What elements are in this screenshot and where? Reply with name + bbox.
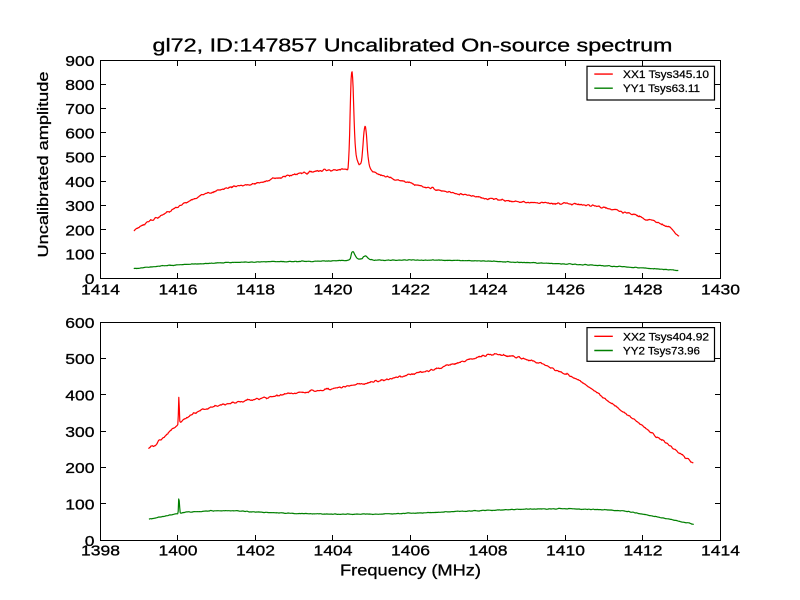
svg-text:1426: 1426: [546, 282, 585, 299]
svg-text:Uncalibrated amplitude: Uncalibrated amplitude: [35, 72, 52, 258]
svg-text:1418: 1418: [236, 282, 275, 299]
svg-text:1410: 1410: [546, 543, 585, 560]
svg-text:400: 400: [65, 388, 94, 405]
svg-text:500: 500: [65, 150, 94, 167]
svg-text:500: 500: [65, 351, 94, 368]
svg-text:1402: 1402: [236, 543, 275, 560]
svg-text:0: 0: [85, 533, 95, 550]
svg-text:1406: 1406: [391, 543, 430, 560]
svg-text:1422: 1422: [391, 282, 430, 299]
svg-text:YY2 Tsys73.96: YY2 Tsys73.96: [623, 346, 700, 358]
svg-text:1414: 1414: [701, 543, 740, 560]
svg-text:600: 600: [65, 315, 94, 332]
svg-text:YY1 Tsys63.11: YY1 Tsys63.11: [623, 83, 700, 95]
svg-text:200: 200: [65, 460, 94, 477]
svg-text:1424: 1424: [469, 282, 508, 299]
svg-text:Frequency (MHz): Frequency (MHz): [340, 563, 481, 580]
svg-text:1414: 1414: [81, 282, 120, 299]
svg-text:400: 400: [65, 174, 94, 191]
svg-text:900: 900: [65, 53, 94, 70]
svg-text:200: 200: [65, 222, 94, 239]
svg-text:300: 300: [65, 424, 94, 441]
svg-text:XX1 Tsys345.10: XX1 Tsys345.10: [623, 69, 709, 81]
svg-text:700: 700: [65, 101, 94, 118]
svg-text:1408: 1408: [469, 543, 508, 560]
svg-text:0: 0: [85, 271, 95, 288]
svg-text:100: 100: [65, 497, 94, 514]
svg-text:1428: 1428: [624, 282, 663, 299]
svg-text:1420: 1420: [314, 282, 353, 299]
svg-text:800: 800: [65, 77, 94, 94]
svg-text:1404: 1404: [314, 543, 353, 560]
svg-text:1400: 1400: [159, 543, 198, 560]
svg-text:100: 100: [65, 247, 94, 264]
svg-text:gl72, ID:147857 Uncalibrated O: gl72, ID:147857 Uncalibrated On-source s…: [153, 36, 673, 56]
svg-text:XX2 Tsys404.92: XX2 Tsys404.92: [623, 331, 709, 343]
svg-text:1398: 1398: [81, 543, 120, 560]
svg-text:600: 600: [65, 126, 94, 143]
svg-text:1416: 1416: [159, 282, 198, 299]
svg-text:1430: 1430: [701, 282, 740, 299]
svg-text:1412: 1412: [624, 543, 663, 560]
svg-text:300: 300: [65, 198, 94, 215]
